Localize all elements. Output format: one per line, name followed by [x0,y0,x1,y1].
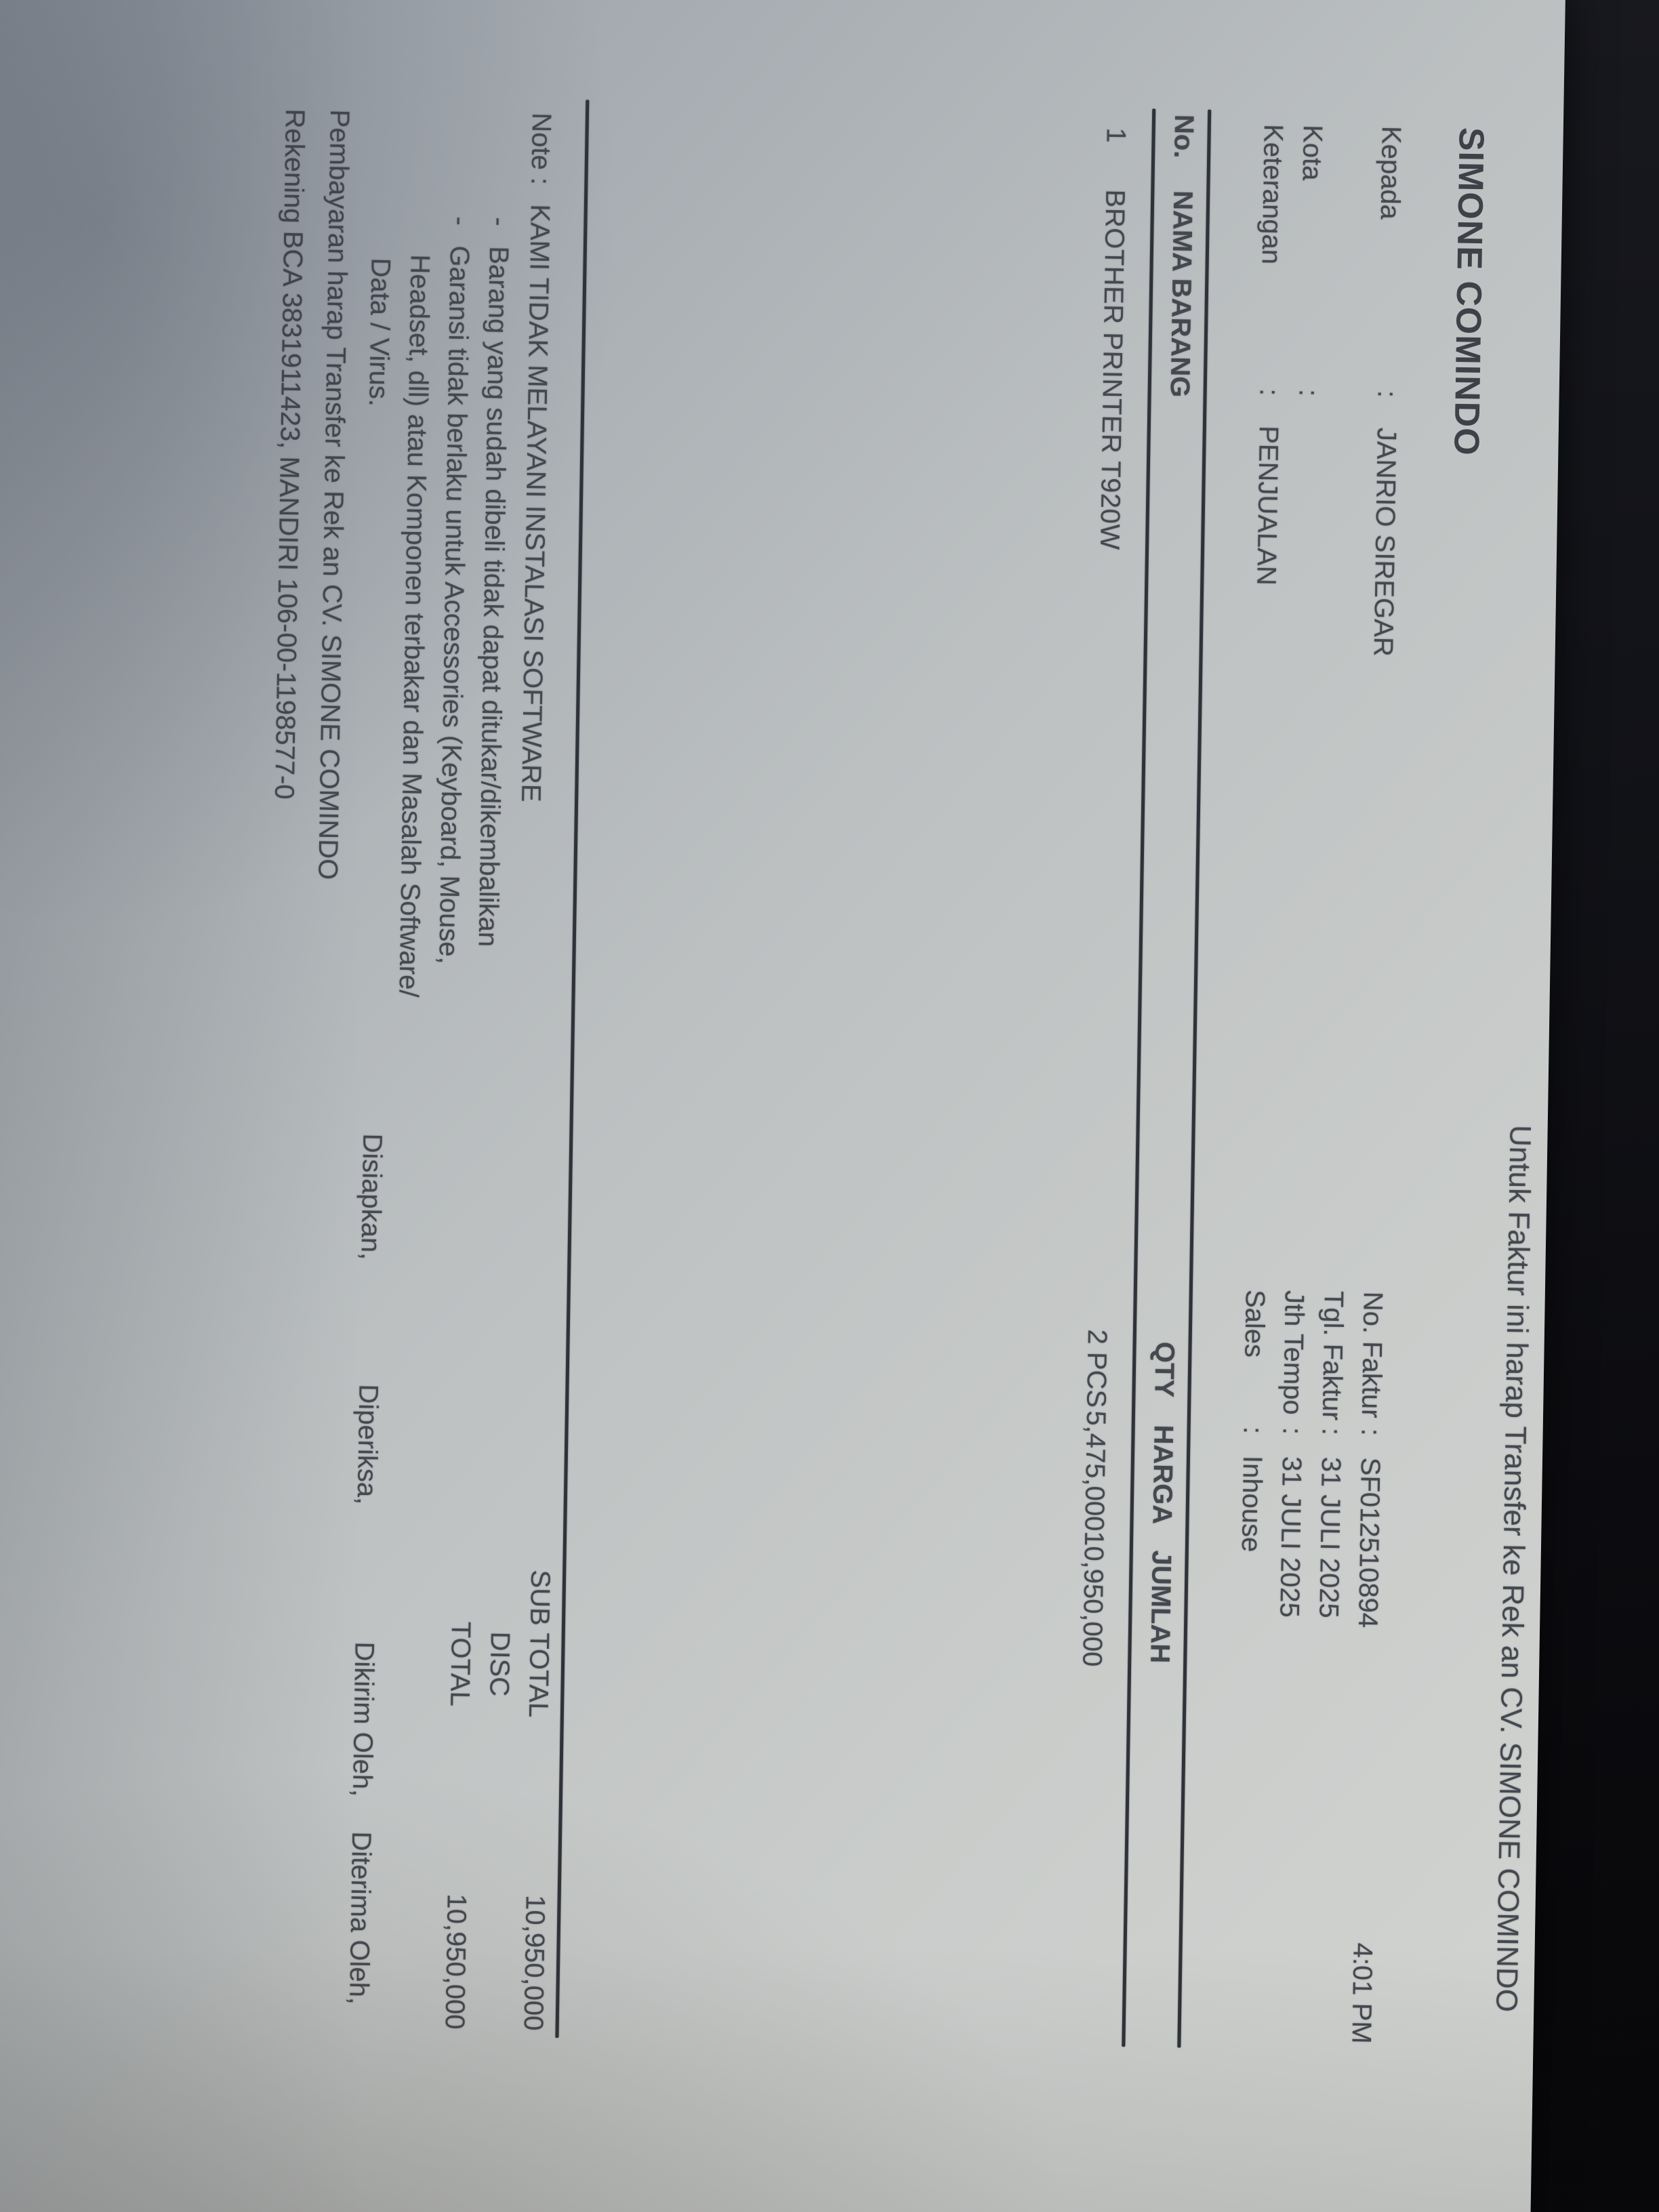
note-bullet2-dash: - [445,216,475,226]
invoice-number-value: SF012510894 [1353,1457,1386,1629]
invoice-number-colon: : [1355,1428,1386,1437]
bank-account-numbers: Rekening BCA 3831911423, MANDIRI 106-00-… [269,108,310,800]
description-label: Keterangan [1256,123,1288,265]
invoice-number-label: No. Faktur [1355,1291,1388,1418]
sales-colon: : [1237,1426,1268,1435]
signature-checked-by: Diperiksa, [351,1384,384,1505]
item-amount-cell: 10,950,000 [1077,1530,1109,1667]
table-header-rule [1122,108,1156,2047]
signature-received-by: Diterima Oleh, [344,1831,377,2005]
invoice-paper: Untuk Faktur ini harap Transfer ke Rek a… [0,0,1565,2212]
transfer-instruction-note: Untuk Faktur ini harap Transfer ke Rek a… [1490,1124,1537,2013]
table-bottom-rule [555,100,590,2039]
note-title: KAMI TIDAK MELAYANI INSTALASI SOFTWARE [516,203,555,802]
due-date-colon: : [1277,1427,1307,1435]
column-header-no: No. [1168,114,1200,159]
table-top-rule [1177,109,1212,2048]
recipient-colon: : [1372,390,1402,398]
signature-prepared-by: Disiapkan, [355,1133,388,1261]
description-value: PENJUALAN [1251,425,1284,586]
note-label: Note : [525,112,557,186]
sales-label: Sales [1239,1289,1270,1358]
note-bullet2-cont: Headset, dll) atau Komponen terbakar dan… [393,254,435,998]
due-date-label: Jth Tempo [1277,1290,1309,1416]
company-name: SIMONE COMINDO [1446,127,1491,457]
item-number-cell: 1 [1101,127,1131,144]
column-header-item-name: NAMA BARANG [1164,190,1198,398]
recipient-label: Kepada [1374,125,1406,220]
subtotal-value: 10,950,000 [518,1894,550,2031]
note-bullet1-dash: - [484,216,514,226]
note-bullet2-cont2: Data / Virus. [363,258,396,407]
timestamp: 4:01 PM [1346,1942,1378,2044]
note-bullet2-text: Garansi tidak berlaku untuk Accessories … [433,245,474,965]
description-colon: : [1254,388,1284,396]
total-value: 10,950,000 [439,1893,472,2030]
discount-label: DISC [484,1631,515,1697]
invoice-date-label: Tgl. Faktur [1316,1290,1349,1421]
column-header-amount: JUMLAH [1145,1550,1176,1664]
note-bullet1-text: Barang yang sudah dibeli tidak dapat dit… [472,245,514,947]
subtotal-label: SUB TOTAL [523,1570,556,1718]
sales-value: Inhouse [1235,1455,1268,1553]
city-label: Kota [1296,124,1328,181]
item-name-cell: BROTHER PRINTER T920W [1094,189,1130,550]
signature-sent-by: Dikirim Oleh, [346,1641,380,1797]
payment-instruction: Pembayaran harap Transfer ke Rek an CV. … [312,109,355,880]
due-date-value: 31 JULI 2025 [1274,1456,1307,1618]
recipient-value: JANRIO SIREGAR [1368,427,1401,657]
total-label: TOTAL [445,1621,476,1707]
invoice-date-colon: : [1316,1427,1347,1436]
city-colon: : [1293,388,1324,397]
invoice-date-value: 31 JULI 2025 [1313,1456,1347,1619]
